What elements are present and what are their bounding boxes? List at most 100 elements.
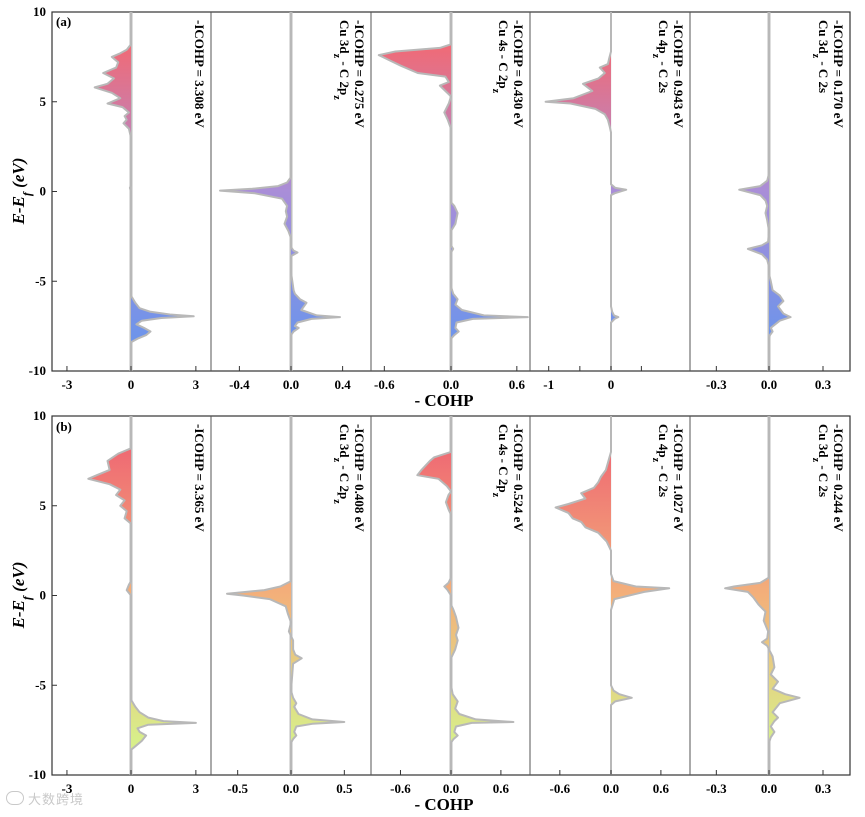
x-tick-label: -0.3	[706, 781, 727, 796]
cohp-line	[219, 12, 341, 371]
annotation-segment: - C 2p	[337, 462, 352, 499]
annotation: -ICOHP = 3.308 eV	[192, 20, 207, 128]
x-tick-label: -0.6	[550, 781, 571, 796]
y-tick-label: -10	[29, 363, 46, 378]
y-tick-label: 10	[33, 408, 46, 423]
annotation-subscript: z	[332, 499, 343, 504]
orbital-label: Cu 3dz - C 2s	[811, 424, 832, 497]
x-tick-label: -0.4	[229, 377, 250, 392]
watermark: 大数跨境	[6, 789, 84, 808]
x-tick-label: 0.6	[509, 377, 526, 392]
orbital-label: Cu 3dz - C 2pz	[332, 20, 353, 100]
x-tick-label: 0.4	[334, 377, 351, 392]
annotation-segment: Cu 4s - C 2p	[496, 20, 511, 89]
cohp-area	[227, 416, 345, 775]
orbital-label: Cu 3dz - C 2s	[811, 20, 832, 93]
annotation-segment: - C 2s	[816, 462, 831, 497]
ylabel-subscript: f	[20, 191, 34, 196]
cohp-line	[377, 12, 529, 371]
annotation-subscript: z	[811, 458, 822, 463]
annotation-segment: Cu 3d	[337, 424, 352, 458]
x-tick-label: -0.6	[374, 377, 395, 392]
annotation: -ICOHP = 3.365 eV	[192, 424, 207, 532]
cohp-area	[545, 12, 627, 371]
orbital-label: Cu 4pz - C 2s	[651, 424, 672, 497]
cohp-area	[378, 12, 528, 371]
annotation-subscript: z	[332, 458, 343, 463]
orbital-label: Cu 4pz - C 2s	[651, 20, 672, 93]
cohp-line	[87, 416, 197, 775]
ylabel-tail: (eV)	[9, 562, 28, 596]
annotation-segment: Cu 3d	[816, 20, 831, 54]
cohp-area	[725, 416, 800, 775]
x-tick-label: -0.6	[390, 781, 411, 796]
x-tick-label: -0.3	[706, 377, 727, 392]
ylabel-subscript: f	[20, 595, 34, 600]
annotation-subscript: z	[491, 89, 502, 94]
cohp-line	[724, 416, 801, 775]
annotation-subscript: z	[491, 493, 502, 498]
watermark-logo-icon	[6, 791, 24, 805]
x-tick-label: 0.6	[653, 781, 670, 796]
x-tick-label: -0.5	[227, 781, 248, 796]
annotation-subscript: z	[651, 54, 662, 59]
annotation-segment: - C 2p	[337, 58, 352, 95]
panel-b-xlabel: - COHP	[414, 795, 473, 814]
x-tick-label: 0.0	[443, 377, 459, 392]
icohp-label: -ICOHP = 0.524 eV	[511, 424, 526, 532]
annotation-segment: Cu 3d	[337, 20, 352, 54]
panel-b-label: (b)	[56, 419, 72, 434]
icohp-label: -ICOHP = 0.170 eV	[831, 20, 846, 128]
x-tick-label: 3	[193, 781, 200, 796]
annotation-segment: Cu 4s - C 2p	[496, 424, 511, 493]
y-tick-label: -5	[35, 273, 46, 288]
x-tick-label: 0.3	[815, 781, 832, 796]
x-tick-label: 0.3	[815, 377, 832, 392]
cohp-area	[555, 416, 670, 775]
x-tick-label: 0.0	[443, 781, 459, 796]
annotation-segment: - C 2s	[656, 58, 671, 93]
cohp-area	[94, 12, 194, 371]
x-tick-label: 0	[128, 377, 135, 392]
panel-a-label: (a)	[56, 14, 71, 29]
cohp-line	[554, 416, 671, 775]
y-tick-label: 0	[40, 588, 47, 603]
icohp-label: -ICOHP = 0.408 eV	[352, 424, 367, 532]
x-tick-label: 0.0	[761, 781, 777, 796]
x-tick-label: 0.0	[761, 377, 777, 392]
x-tick-label: 0.6	[493, 781, 510, 796]
annotation-segment: Cu 4p	[656, 20, 671, 54]
watermark-text: 大数跨境	[28, 793, 85, 808]
orbital-label: Cu 3dz - C 2pz	[332, 424, 353, 504]
icohp-label: -ICOHP = 3.308 eV	[192, 20, 207, 128]
panel-a-ylabel: E-Ef (eV)	[9, 158, 34, 226]
x-tick-label: -3	[62, 377, 73, 392]
x-tick-label: 0.0	[283, 781, 299, 796]
ylabel-tail: (eV)	[9, 158, 28, 192]
cohp-line	[416, 416, 515, 775]
y-tick-label: -5	[35, 677, 46, 692]
x-tick-label: 0.0	[283, 377, 299, 392]
annotation-subscript: z	[332, 54, 343, 59]
annotation-segment: - C 2s	[656, 462, 671, 497]
annotation-subscript: z	[332, 95, 343, 100]
panel-1-subplot-1: -3 0 3 -ICOHP = 3.365 eV	[62, 416, 207, 796]
panel-a-ylabel-main: E-E	[9, 196, 28, 225]
annotation-segment: Cu 4p	[656, 424, 671, 458]
cohp-line	[93, 12, 195, 371]
x-tick-label: -1	[543, 377, 554, 392]
x-tick-label: 3	[193, 377, 200, 392]
icohp-label: -ICOHP = 3.365 eV	[192, 424, 207, 532]
cohp-area	[220, 12, 340, 371]
panel-0-subplot-1: -3 0 3 -ICOHP = 3.308 eV	[62, 12, 207, 392]
cohp-line	[226, 416, 346, 775]
x-tick-label: 0.5	[336, 781, 353, 796]
